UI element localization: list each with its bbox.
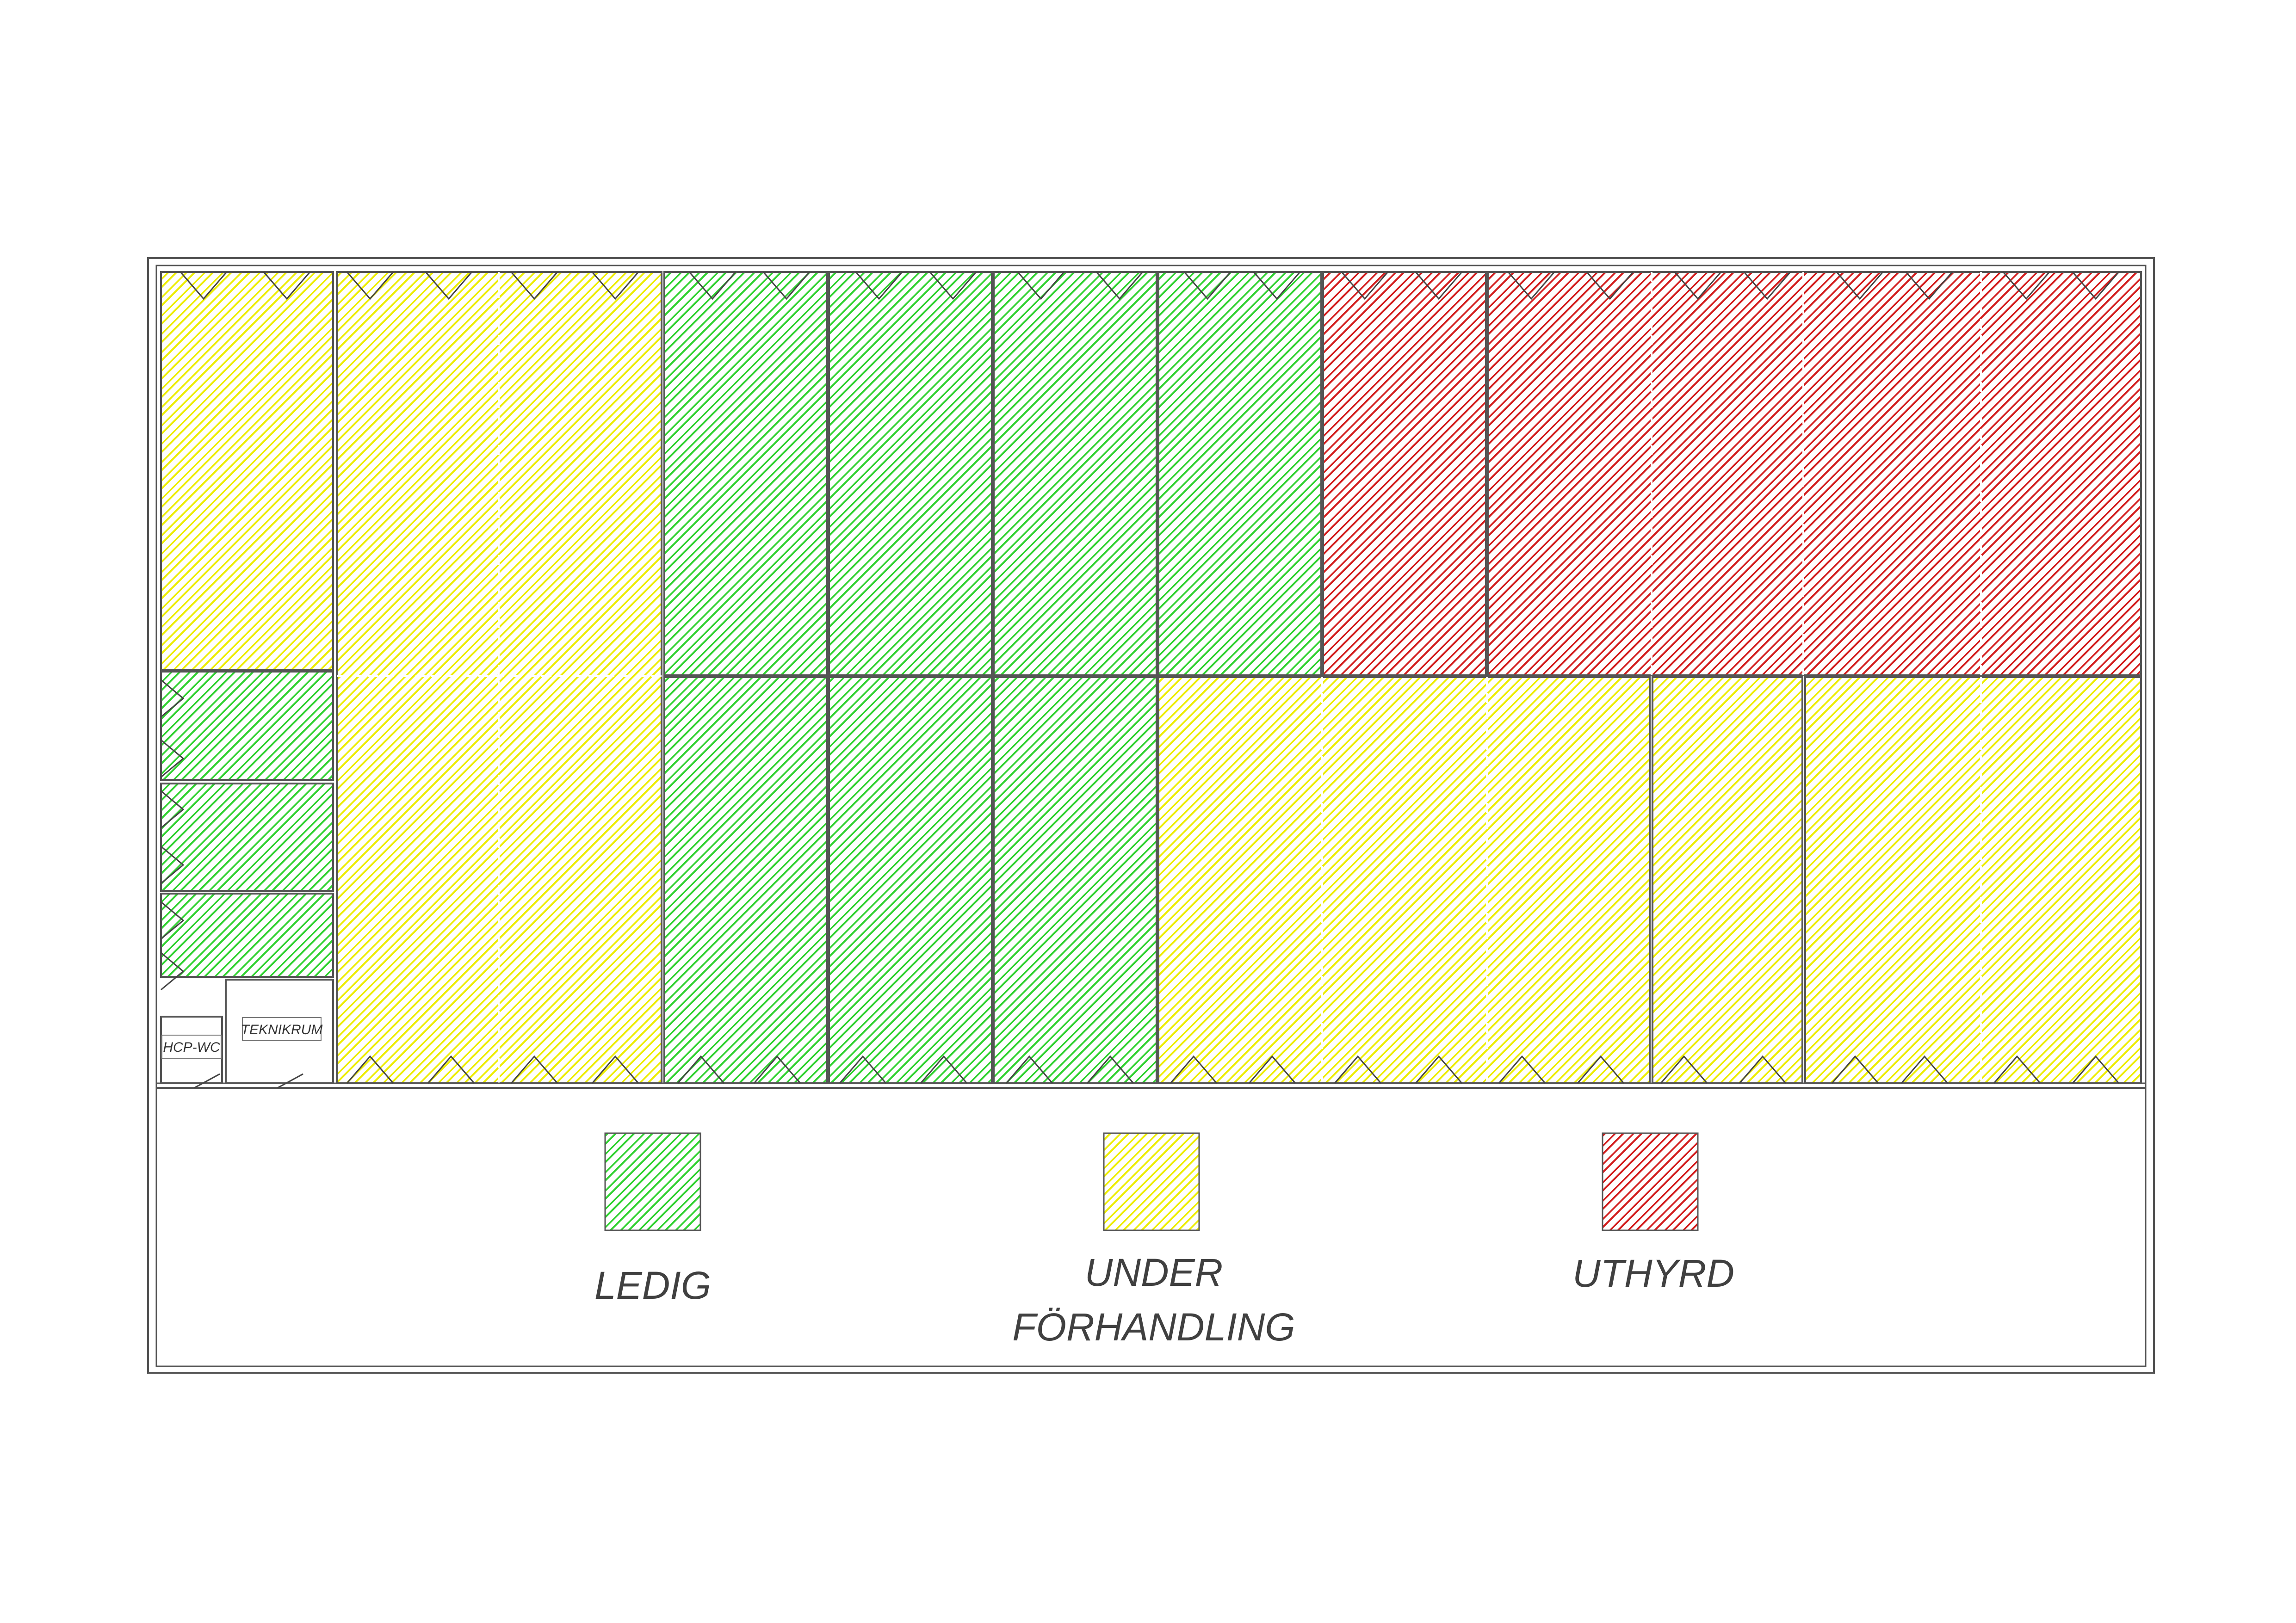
unit-green-small-3[interactable] [160,893,334,978]
legend-label-negotiation-1: UNDER [1085,1251,1223,1294]
unit-green-bottom-3[interactable] [993,676,1157,1084]
legend-label-rented: UTHYRD [1572,1252,1734,1295]
legend-swatch-negotiation [1103,1132,1200,1231]
unit-green-top-4[interactable] [1157,271,1322,676]
unit-yellow-left-top[interactable] [160,271,334,671]
outer-frame [147,257,2155,1374]
legend-swatch-rented [1602,1132,1699,1231]
inner-frame [155,265,2147,1367]
unit-green-small-1[interactable] [160,671,334,781]
unit-yellow-bottom-3[interactable] [1804,676,2142,1084]
unit-red-top-2[interactable] [1487,271,2142,676]
unit-yellow-large[interactable] [336,271,662,1084]
unit-yellow-bottom-1[interactable] [1157,676,1651,1084]
unit-green-bottom-1[interactable] [663,676,828,1084]
unit-red-top-1[interactable] [1322,271,1487,676]
unit-green-top-1[interactable] [663,271,828,676]
legend-label-available: LEDIG [594,1264,711,1307]
legend-swatch-available [604,1132,701,1231]
unit-green-top-2[interactable] [828,271,993,676]
unit-green-small-2[interactable] [160,783,334,892]
teknikrum-label: TEKNIKRUM [241,1022,323,1037]
legend-label-negotiation-2: FÖRHANDLING [1012,1305,1295,1349]
unit-green-bottom-2[interactable] [828,676,993,1084]
unit-green-top-3[interactable] [993,271,1157,676]
hcp-wc-label: HCP-WC [163,1040,220,1055]
unit-yellow-bottom-2[interactable] [1652,676,1803,1084]
room-hcp-wc [160,1016,223,1084]
teknikrum-label-box [242,1017,322,1041]
legend: LEDIG UNDER FÖRHANDLING UTHYRD [594,1132,1734,1349]
door-markers [161,272,2120,1089]
hcp-wc-label-box [161,1035,222,1059]
